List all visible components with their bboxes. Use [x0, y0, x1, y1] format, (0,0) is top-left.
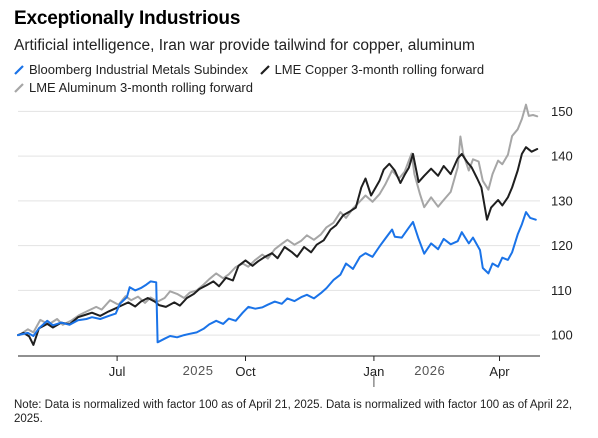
legend-item-copper: LME Copper 3-month rolling forward: [259, 61, 485, 79]
legend-swatch-black-icon: [259, 65, 270, 75]
legend-swatch-blue-icon: [14, 65, 24, 75]
chart-title: Exceptionally Industrious: [14, 8, 241, 29]
legend-label-copper: LME Copper 3-month rolling forward: [274, 62, 485, 77]
y-tick-label: 100: [551, 328, 573, 343]
x-year-label: 2026: [414, 363, 445, 378]
series-line-copper: [17, 146, 539, 346]
y-tick-label: 150: [551, 104, 573, 119]
y-tick-label: 110: [551, 283, 572, 298]
y-tick-label: 140: [551, 149, 573, 164]
y-tick-label: 120: [551, 238, 573, 253]
y-tick-label: 130: [551, 193, 573, 208]
chart-note: Note: Data is normalized with factor 100…: [14, 399, 573, 425]
x-tick-label: Jul: [109, 364, 126, 379]
series-line-bloomberg: [17, 211, 537, 344]
x-tick-label: Oct: [235, 364, 256, 379]
legend-item-bloomberg: Bloomberg Industrial Metals Subindex: [14, 61, 248, 79]
legend-swatch-gray-icon: [14, 83, 24, 93]
chart-subtitle: Artificial intelligence, Iran war provid…: [14, 37, 475, 54]
x-year-label: 2025: [183, 363, 214, 378]
legend-item-aluminum: LME Aluminum 3-month rolling forward: [14, 79, 253, 97]
chart-legend: Bloomberg Industrial Metals Subindex LME…: [14, 61, 584, 97]
x-tick-label: Jan: [363, 364, 384, 379]
legend-label-bloomberg: Bloomberg Industrial Metals Subindex: [29, 62, 248, 77]
x-tick-label: Apr: [489, 364, 510, 379]
series-line-aluminum: [18, 103, 539, 337]
legend-label-aluminum: LME Aluminum 3-month rolling forward: [29, 80, 253, 95]
